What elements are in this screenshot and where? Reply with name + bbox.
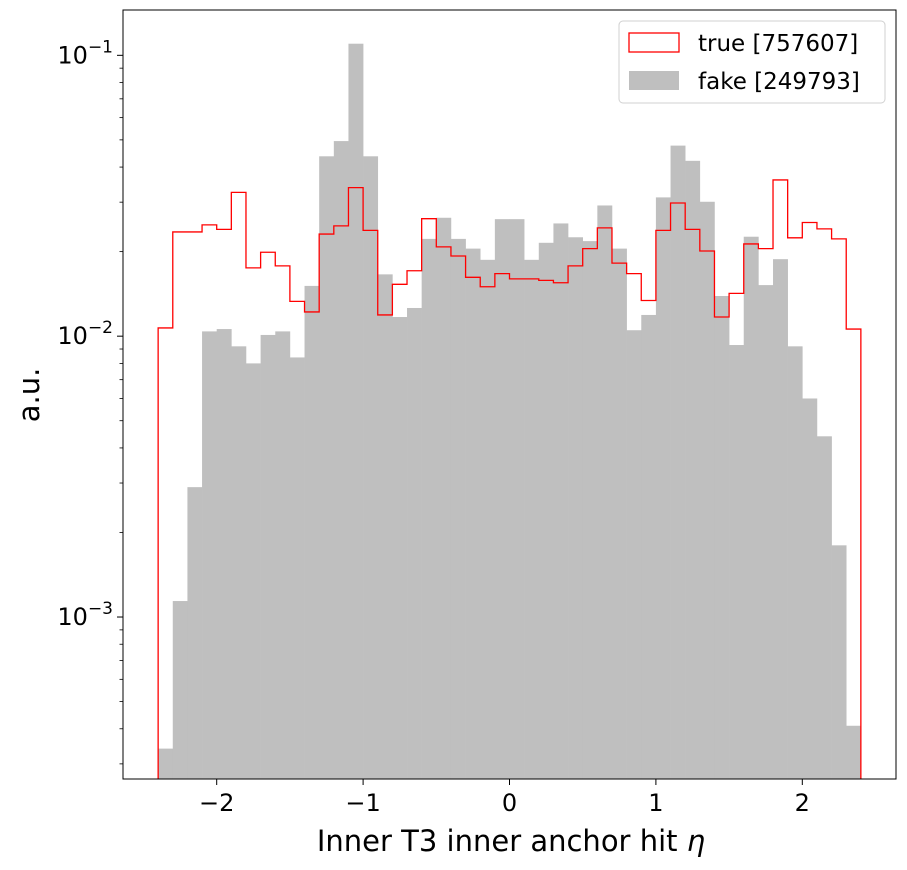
x-axis-label: Inner T3 inner anchor hit η: [317, 824, 705, 858]
fake-bar: [304, 285, 320, 779]
fake-bar: [187, 487, 203, 779]
fake-bar: [289, 357, 305, 779]
fake-bar: [436, 217, 452, 779]
x-tick-label: −2: [199, 789, 234, 817]
fake-bar: [450, 238, 466, 780]
fake-bar: [685, 160, 701, 779]
fake-bar: [670, 145, 686, 779]
fake-bar: [626, 330, 642, 779]
fake-bar: [582, 241, 598, 780]
fake-bar: [465, 248, 481, 779]
fake-bar: [158, 748, 174, 779]
y-tick-label: 10−2: [57, 318, 113, 350]
y-tick-label: 10−3: [57, 599, 113, 631]
fake-bar: [831, 545, 847, 779]
fake-bar: [538, 242, 554, 779]
fake-bar: [714, 296, 730, 779]
x-tick-label: 0: [502, 789, 517, 817]
legend-swatch-fake: [629, 71, 679, 90]
fake-bar: [729, 345, 745, 779]
y-axis-label: a.u.: [12, 368, 46, 423]
x-tick-label: 1: [648, 789, 663, 817]
fake-bar: [655, 197, 671, 780]
fake-bar: [319, 156, 335, 780]
fake-bar: [597, 205, 613, 779]
fake-bar: [216, 329, 232, 779]
fake-bar: [363, 156, 379, 780]
fake-bar: [509, 219, 525, 780]
legend-label-fake: fake [249793]: [698, 69, 860, 95]
fake-bar: [611, 248, 627, 779]
fake-bar: [245, 363, 261, 779]
fake-bar: [816, 436, 832, 779]
fake-bar: [275, 331, 291, 779]
fake-bar: [480, 259, 496, 779]
fake-bar: [802, 398, 818, 779]
fake-bar: [377, 274, 393, 779]
true-step-line: [157, 179, 862, 779]
fake-bar: [333, 141, 349, 779]
y-tick-label: 10−1: [57, 37, 113, 69]
fake-bar: [421, 238, 437, 780]
fake-bar: [172, 601, 188, 779]
fake-bar: [407, 307, 422, 779]
fake-bar: [524, 259, 540, 779]
legend-label-true: true [757607]: [698, 31, 858, 57]
fake-bar: [743, 236, 759, 779]
plot-area: [157, 43, 862, 780]
x-axis-label-symbol: η: [687, 824, 705, 858]
fake-bar: [494, 219, 510, 780]
legend-swatch-true: [628, 32, 680, 53]
legend: true [757607] fake [249793]: [618, 20, 886, 104]
fake-bar: [846, 725, 862, 779]
legend-frame: [618, 20, 886, 104]
fake-bar: [202, 331, 217, 779]
fake-bar: [773, 259, 788, 779]
fake-bar: [392, 317, 408, 779]
fake-bar: [787, 346, 803, 779]
fake-bar: [260, 334, 276, 779]
x-tick-label: −1: [345, 789, 380, 817]
axes: −2 −1 0 1 2 10−3 10−2 10−1: [57, 9, 897, 817]
fake-bar: [641, 314, 657, 779]
fake-bar: [348, 43, 364, 779]
fake-bar: [568, 237, 584, 779]
fake-bar: [553, 223, 569, 780]
fake-bar: [699, 201, 715, 779]
fake-bar: [758, 285, 774, 779]
fake-bar: [231, 346, 247, 779]
x-tick-label: 2: [795, 789, 810, 817]
